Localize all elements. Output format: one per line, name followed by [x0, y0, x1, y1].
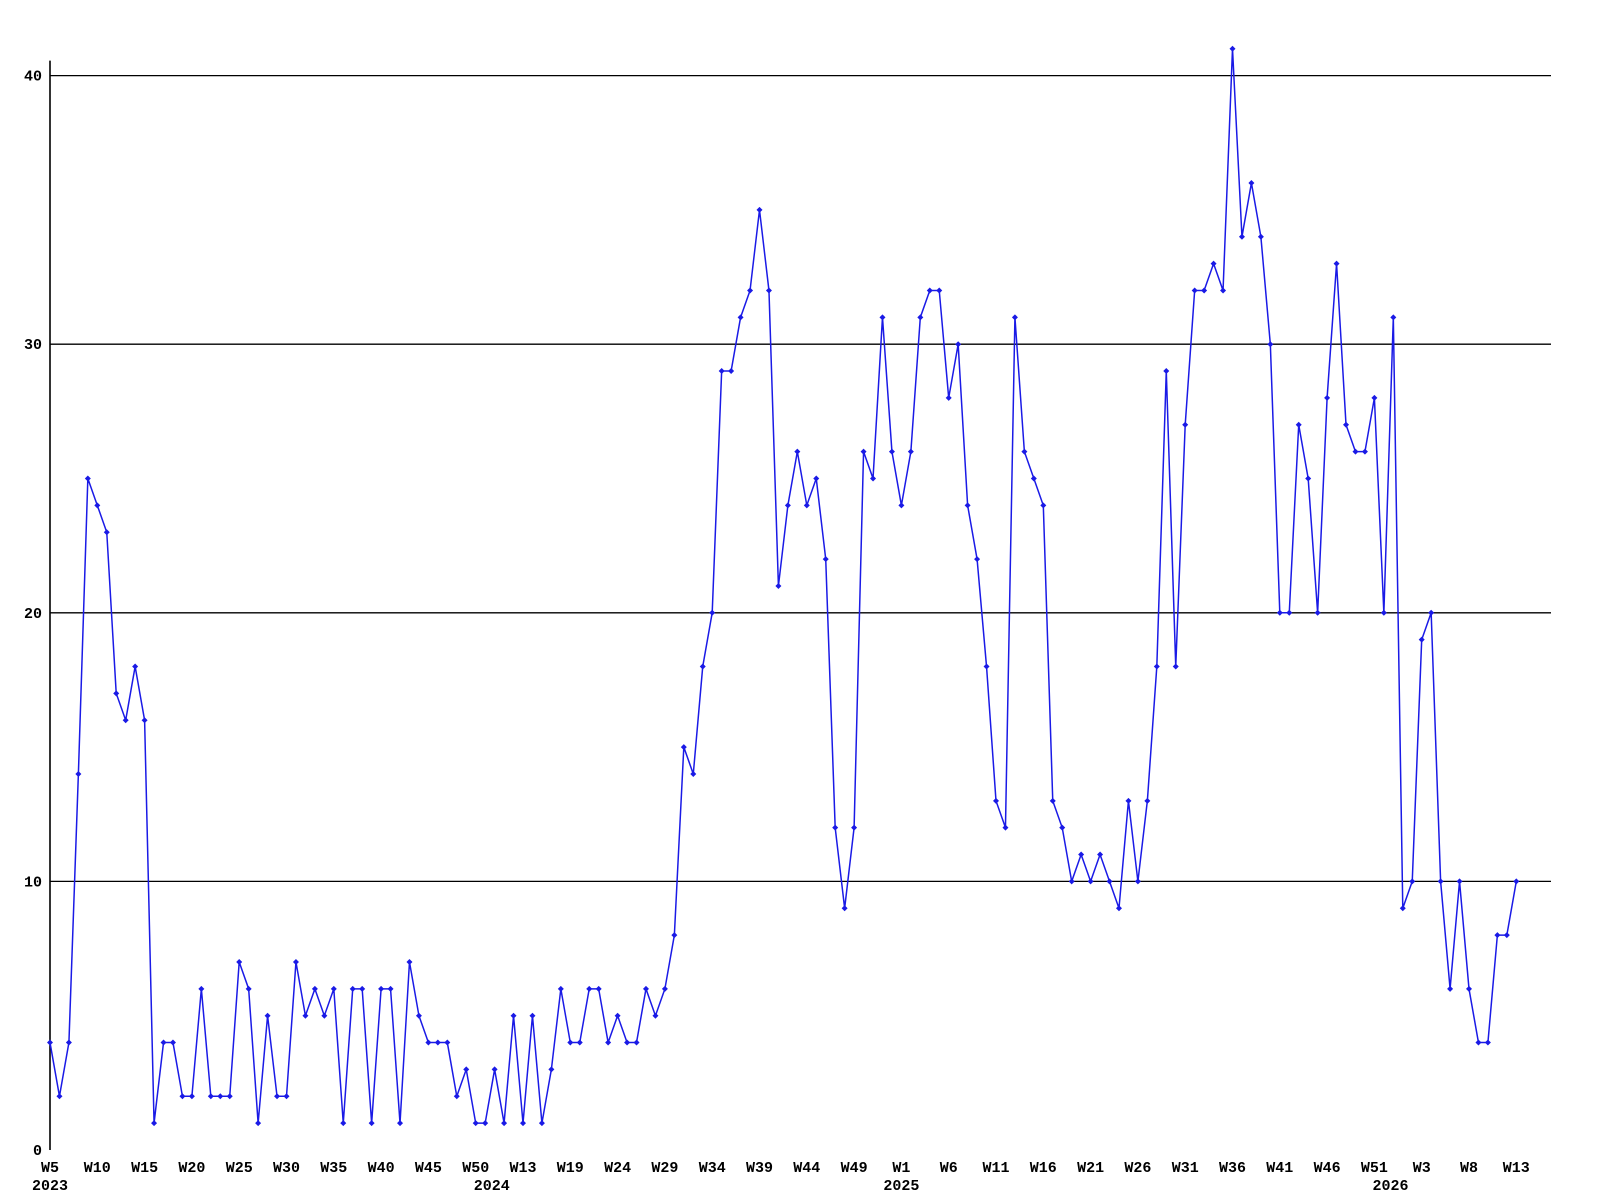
svg-text:W44: W44	[793, 1160, 820, 1177]
svg-text:2026: 2026	[1372, 1178, 1408, 1195]
svg-text:W40: W40	[368, 1160, 395, 1177]
svg-text:W21: W21	[1077, 1160, 1104, 1177]
svg-text:2023: 2023	[32, 1178, 68, 1195]
svg-text:W41: W41	[1266, 1160, 1293, 1177]
svg-text:W51: W51	[1361, 1160, 1388, 1177]
svg-text:2024: 2024	[474, 1178, 510, 1195]
svg-text:W16: W16	[1030, 1160, 1057, 1177]
svg-text:40: 40	[24, 69, 42, 86]
svg-text:30: 30	[24, 337, 42, 354]
svg-text:W46: W46	[1314, 1160, 1341, 1177]
svg-text:W10: W10	[84, 1160, 111, 1177]
svg-text:W49: W49	[841, 1160, 868, 1177]
svg-text:0: 0	[33, 1143, 42, 1160]
svg-text:W45: W45	[415, 1160, 442, 1177]
svg-text:W13: W13	[1503, 1160, 1530, 1177]
svg-text:W31: W31	[1172, 1160, 1199, 1177]
svg-text:2025: 2025	[883, 1178, 919, 1195]
svg-text:W24: W24	[604, 1160, 631, 1177]
svg-text:W50: W50	[462, 1160, 489, 1177]
svg-text:W34: W34	[699, 1160, 726, 1177]
svg-text:W30: W30	[273, 1160, 300, 1177]
svg-text:W15: W15	[131, 1160, 158, 1177]
svg-text:W26: W26	[1124, 1160, 1151, 1177]
svg-text:W11: W11	[982, 1160, 1009, 1177]
svg-text:10: 10	[24, 874, 42, 891]
svg-text:W25: W25	[226, 1160, 253, 1177]
svg-text:W39: W39	[746, 1160, 773, 1177]
svg-text:W35: W35	[320, 1160, 347, 1177]
svg-text:W19: W19	[557, 1160, 584, 1177]
svg-text:W29: W29	[651, 1160, 678, 1177]
svg-text:W36: W36	[1219, 1160, 1246, 1177]
svg-text:W3: W3	[1413, 1160, 1431, 1177]
svg-text:W5: W5	[41, 1160, 59, 1177]
svg-text:W20: W20	[178, 1160, 205, 1177]
svg-text:20: 20	[24, 606, 42, 623]
svg-text:W13: W13	[509, 1160, 536, 1177]
svg-text:W1: W1	[892, 1160, 910, 1177]
svg-text:W6: W6	[940, 1160, 958, 1177]
svg-text:W8: W8	[1460, 1160, 1478, 1177]
